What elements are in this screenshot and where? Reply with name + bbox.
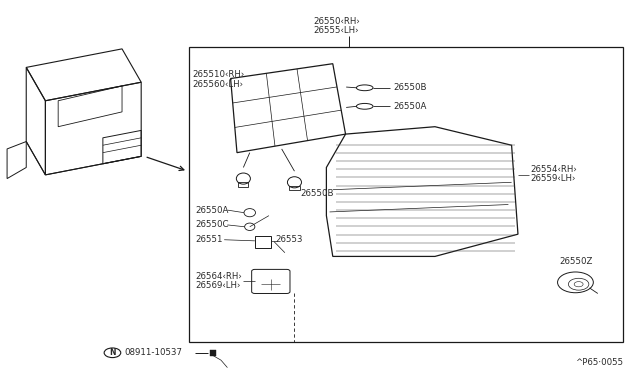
Text: N: N (109, 348, 116, 357)
Text: 26564‹RH›: 26564‹RH› (195, 272, 242, 281)
Text: 26559‹LH›: 26559‹LH› (531, 174, 576, 183)
Bar (238, 182, 248, 187)
Bar (289, 186, 300, 190)
Text: 265510‹RH›: 265510‹RH› (192, 70, 244, 79)
Text: 26569‹LH›: 26569‹LH› (195, 281, 241, 290)
Text: 26550‹RH›: 26550‹RH› (314, 17, 360, 26)
Text: 26553: 26553 (275, 235, 303, 244)
Text: 26555‹LH›: 26555‹LH› (314, 26, 359, 35)
Text: 26550A: 26550A (394, 102, 427, 111)
Text: 26550B: 26550B (301, 189, 334, 198)
Text: 26550A: 26550A (195, 206, 229, 215)
Text: ^P65⋅0055: ^P65⋅0055 (575, 357, 623, 366)
Text: 265560‹LH›: 265560‹LH› (192, 80, 243, 89)
Text: 08911-10537: 08911-10537 (124, 348, 182, 357)
Bar (255, 236, 271, 247)
Text: 26551: 26551 (195, 235, 223, 244)
Bar (209, 350, 216, 356)
Text: 26550Z: 26550Z (559, 257, 593, 266)
Text: 26554‹RH›: 26554‹RH› (531, 165, 577, 174)
Text: 26550C: 26550C (195, 221, 229, 230)
Bar (189, 47, 623, 341)
Text: 26550B: 26550B (394, 83, 427, 92)
